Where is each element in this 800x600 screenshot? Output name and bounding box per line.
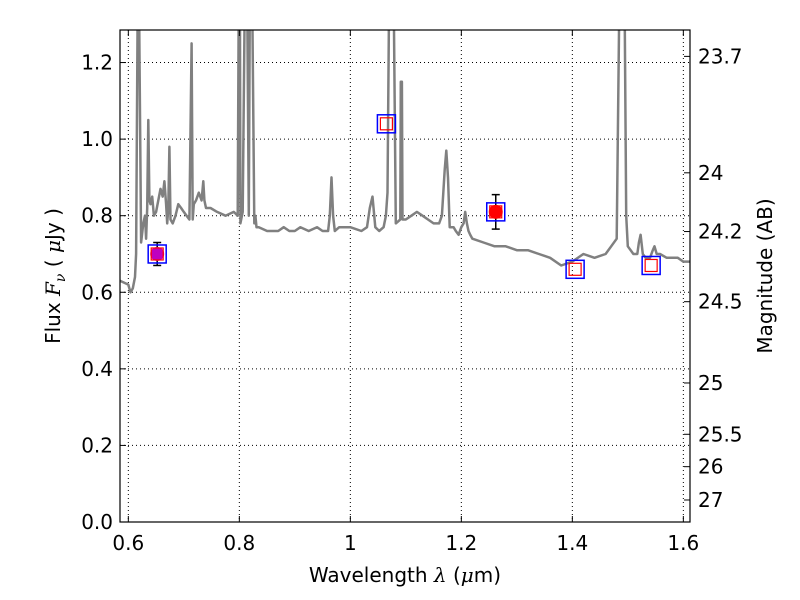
y-tick-label: 1.2 — [81, 51, 113, 75]
x-tick-label: 1 — [344, 531, 357, 555]
model-photometry-box — [641, 255, 661, 276]
model-photometry-inner-box — [644, 258, 658, 273]
y2-tick-label: 23.7 — [698, 44, 743, 68]
x-tick-label: 0.6 — [112, 531, 144, 555]
x-tick-label: 1.6 — [667, 531, 699, 555]
plot-frame — [119, 29, 691, 523]
y2-axis-ticks: 23.7 24 24.2 24.5 25 25.5 26 27 — [684, 44, 743, 512]
model-photometry-inner-box — [150, 247, 164, 261]
x-tick-label: 1.2 — [445, 531, 477, 555]
model-photometry-box — [565, 259, 585, 280]
y2-tick-label: 24.5 — [698, 290, 743, 314]
observed-point — [150, 246, 165, 261]
model-photometry-inner-box — [489, 205, 503, 219]
y2-tick-label: 24 — [698, 161, 723, 185]
y-tick-label: 0.8 — [81, 204, 113, 228]
y-tick-label: 0.4 — [81, 357, 113, 381]
y2-tick-label: 24.2 — [698, 220, 743, 244]
model-photometry-inner-box — [379, 117, 394, 131]
photometry-markers — [147, 114, 661, 280]
y-tick-label: 0.6 — [81, 280, 113, 304]
y2-tick-label: 25.5 — [698, 422, 743, 446]
model-photometry-inner-box — [568, 262, 582, 276]
y2-tick-label: 25 — [698, 371, 723, 395]
model-photometry-box — [376, 114, 397, 134]
x-axis-label: Wavelength λ (μm) — [309, 563, 501, 587]
y-tick-label: 0.0 — [81, 510, 113, 534]
y-axis-ticks: 0.0 0.2 0.4 0.6 0.8 1.0 1.2 — [81, 51, 126, 534]
model-spectrum — [120, 30, 690, 294]
y-tick-label: 0.2 — [81, 433, 113, 457]
x-tick-label: 0.8 — [223, 531, 255, 555]
y2-tick-label: 27 — [698, 488, 723, 512]
model-photometry-box — [147, 244, 167, 264]
observed-point — [488, 204, 503, 219]
y2-axis-label: Magnitude (AB) — [753, 198, 777, 353]
x-axis-ticks: 0.6 0.8 1 1.2 1.4 1.6 — [112, 30, 699, 555]
spectrum-line — [120, 30, 690, 294]
y-axis-label: Flux Fν ( μJy ) — [41, 208, 69, 344]
y-tick-label: 1.0 — [81, 127, 113, 151]
model-photometry-box — [485, 202, 506, 222]
y2-tick-label: 26 — [698, 455, 723, 479]
x-tick-label: 1.4 — [556, 531, 588, 555]
